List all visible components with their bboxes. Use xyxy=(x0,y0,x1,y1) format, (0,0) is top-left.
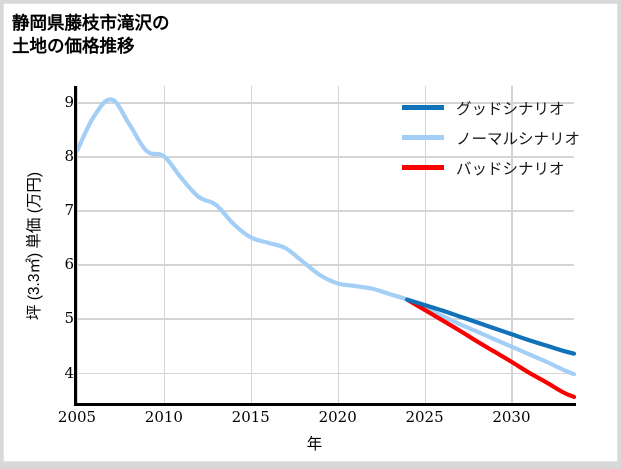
gridline-horizontal xyxy=(77,318,574,320)
x-tick-label: 2020 xyxy=(318,408,357,426)
gridline-horizontal xyxy=(77,264,574,266)
gridline-horizontal xyxy=(77,372,574,374)
y-tick-label: 4 xyxy=(64,363,74,382)
series-line-historical xyxy=(74,97,577,377)
series-line-forecast xyxy=(405,297,577,399)
y-axis-label: 坪 (3.3㎡) 単価 (万円) xyxy=(0,0,43,320)
y-axis-ticks: 9 8 7 6 5 4 xyxy=(18,4,74,469)
gridline-vertical xyxy=(77,86,79,405)
series-line-forecast xyxy=(405,297,577,356)
gridline-horizontal xyxy=(77,156,574,158)
figure-panel: 静岡県藤枝市滝沢の 土地の価格推移 9 8 7 6 5 4 2005 2010 2015 202… xyxy=(3,3,618,462)
series-layer xyxy=(74,97,577,399)
x-tick-label: 2005 xyxy=(57,408,97,426)
gridline-horizontal xyxy=(77,102,574,104)
x-axis-spine xyxy=(74,403,576,406)
gridline-vertical xyxy=(511,86,513,405)
gridline-horizontal xyxy=(77,210,574,212)
page-title: 静岡県藤枝市滝沢の 土地の価格推移 xyxy=(12,13,170,57)
legend-label-normal: ノーマルシナリオ xyxy=(456,130,581,148)
x-axis-ticks: 2005 2010 2015 2020 2025 2030 xyxy=(4,408,621,434)
y-axis-label-text: 坪 (3.3㎡) 単価 (万円) xyxy=(26,171,43,321)
plot-area xyxy=(74,86,577,405)
x-tick-label: 2030 xyxy=(492,408,531,426)
legend-swatch-bad xyxy=(402,165,444,170)
x-tick-label: 2010 xyxy=(144,408,183,426)
y-tick-label: 5 xyxy=(64,309,74,328)
legend-label-bad: バッドシナリオ xyxy=(456,160,565,178)
y-tick-label: 8 xyxy=(64,147,74,166)
y-tick-label: 9 xyxy=(64,93,74,112)
legend-swatch-good xyxy=(402,105,444,110)
x-tick-label: 2025 xyxy=(405,408,444,426)
legend-item-good[interactable]: グッドシナリオ xyxy=(402,96,602,119)
legend: グッドシナリオ ノーマルシナリオ バッドシナリオ xyxy=(402,96,602,186)
legend-label-good: グッドシナリオ xyxy=(456,100,565,118)
gridline-vertical xyxy=(337,86,340,405)
x-axis-label: 年 xyxy=(306,436,323,453)
legend-item-normal[interactable]: ノーマルシナリオ xyxy=(402,126,602,149)
y-tick-label: 6 xyxy=(64,255,74,274)
gridline-vertical xyxy=(424,86,426,405)
y-axis-spine xyxy=(74,86,77,406)
legend-item-bad[interactable]: バッドシナリオ xyxy=(402,156,602,179)
gridline-vertical xyxy=(250,86,253,405)
legend-swatch-normal xyxy=(402,135,444,140)
x-tick-label: 2015 xyxy=(231,408,270,426)
y-tick-label: 7 xyxy=(64,201,74,220)
gridline-vertical xyxy=(163,86,166,405)
